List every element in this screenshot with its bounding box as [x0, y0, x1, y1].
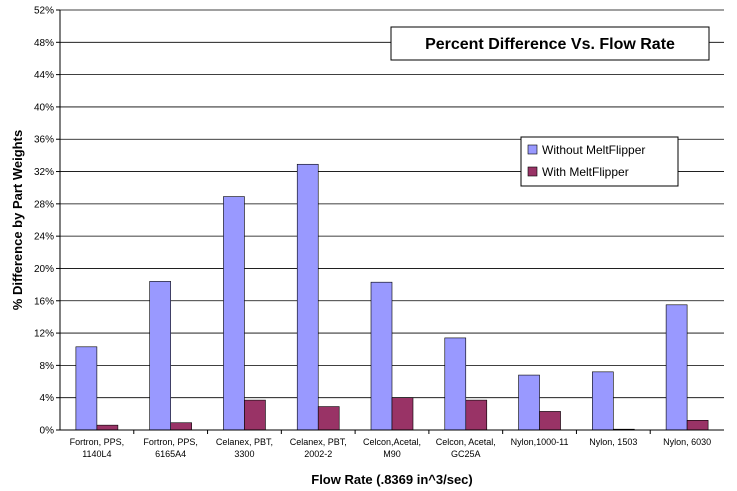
legend-swatch-without [527, 144, 538, 155]
legend: Without MeltFlipper With MeltFlipper [520, 136, 679, 187]
x-tick-label: Nylon,1000-11 [511, 437, 569, 447]
chart-title-box: Percent Difference Vs. Flow Rate [390, 26, 710, 61]
y-tick-label: 36% [34, 135, 54, 146]
bar-without-meltflipper [444, 337, 467, 431]
y-tick-label: 16% [34, 296, 54, 307]
y-tick-label: 12% [34, 329, 54, 340]
bar-with-meltflipper [391, 397, 414, 431]
y-tick-label: 8% [40, 361, 55, 372]
y-tick-label: 32% [34, 167, 54, 178]
y-tick-label: 4% [40, 393, 55, 404]
bar-with-meltflipper [170, 422, 192, 431]
x-tick-label: Celanex, PBT, 3300 [216, 437, 273, 459]
x-tick-label: Celcon,Acetal, M90 [363, 437, 421, 459]
bar-with-meltflipper [317, 406, 340, 431]
y-tick-label: 24% [34, 232, 54, 243]
bar-with-meltflipper [686, 420, 709, 431]
x-tick-label: Celcon, Acetal, GC25A [436, 437, 496, 459]
bar-with-meltflipper [96, 424, 119, 431]
y-tick-label: 0% [40, 426, 55, 437]
bar-with-meltflipper [465, 399, 488, 431]
bar-with-meltflipper [244, 399, 266, 431]
x-tick-label: Fortron, PPS, 1140L4 [70, 437, 125, 459]
bar-without-meltflipper [665, 304, 688, 431]
axes [59, 10, 724, 431]
y-tick-label: 40% [34, 102, 54, 113]
y-tick-label: 48% [34, 38, 54, 49]
chart-title: Percent Difference Vs. Flow Rate [425, 36, 675, 53]
bar-with-meltflipper [539, 411, 561, 431]
y-tick-label: 28% [34, 199, 54, 210]
legend-swatch-with [527, 166, 538, 177]
bar-without-meltflipper [223, 196, 245, 431]
bar-without-meltflipper [296, 163, 319, 431]
bar-without-meltflipper [592, 371, 614, 431]
bar-without-meltflipper [370, 281, 393, 431]
x-tick-labels: Fortron, PPS, 1140L4 Fortron, PPS, 6165A4 Ce… [70, 430, 711, 459]
bar-without-meltflipper [75, 346, 98, 431]
legend-label-with: With MeltFlipper [542, 165, 629, 179]
y-tick-label: 20% [34, 264, 54, 275]
x-axis-title: Flow Rate (.8369 in^3/sec) [311, 472, 472, 487]
x-tick-label: Nylon, 1503 [589, 437, 637, 447]
x-tick-label: Nylon, 6030 [663, 437, 711, 447]
bar-without-meltflipper [518, 374, 540, 431]
bars [75, 163, 709, 431]
y-tick-label: 52% [34, 6, 54, 17]
y-tick-label: 44% [34, 70, 54, 81]
y-axis-title: % Difference by Part Weights [10, 130, 25, 310]
legend-label-without: Without MeltFlipper [542, 143, 645, 157]
bar-without-meltflipper [149, 281, 171, 431]
x-tick-label: Fortron, PPS, 6165A4 [143, 437, 198, 459]
x-tick-label: Celanex, PBT, 2002-2 [290, 437, 347, 459]
y-tick-labels: 0% 4% 8% 12% 16% 20% 24% 28% 32% 36% 40% 44% 48% 52% [34, 6, 60, 437]
